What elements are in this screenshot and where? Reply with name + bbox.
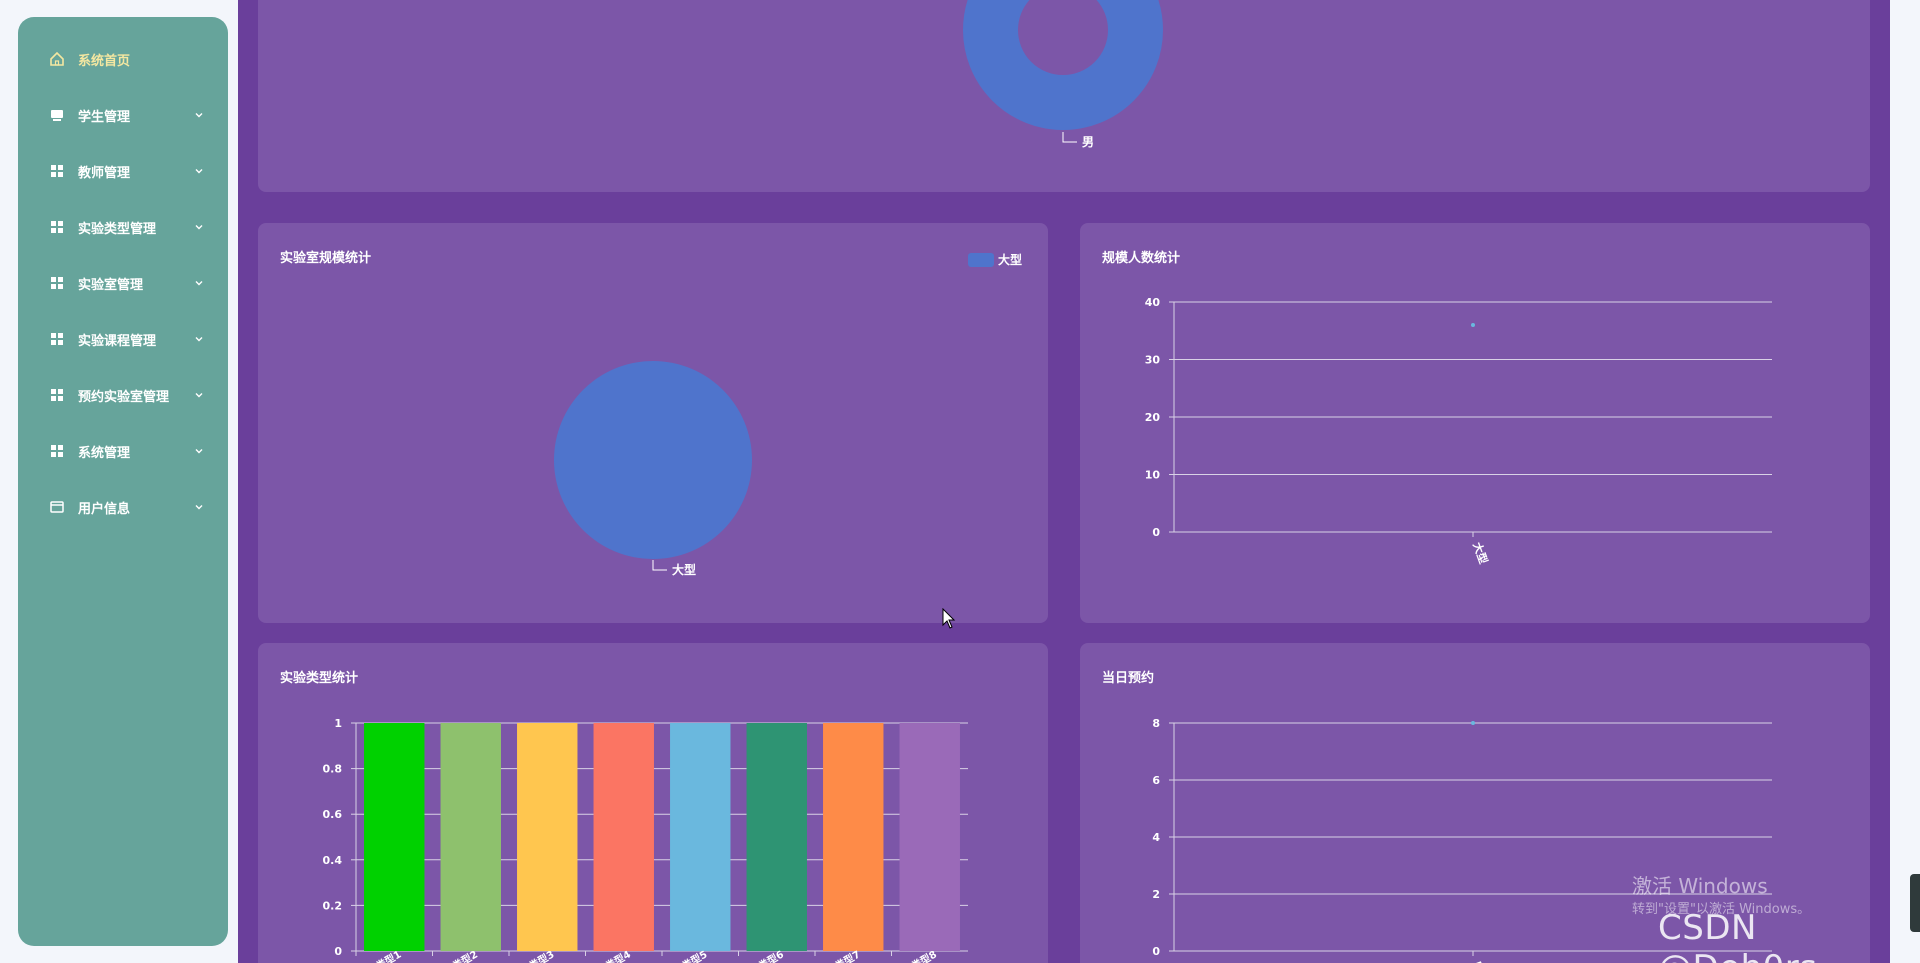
sidebar-item-7[interactable]: 系统管理 <box>18 423 228 479</box>
scale-people-title: 规模人数统计 <box>1102 251 1181 266</box>
ytick-label-30: 30 <box>1145 354 1161 367</box>
monitor-icon <box>48 106 66 124</box>
xtick-label-0: 大型 <box>1470 540 1491 565</box>
chevron-down-icon[interactable] <box>192 220 206 234</box>
chevron-down-icon[interactable] <box>192 276 206 290</box>
sidebar-item-1[interactable]: 学生管理 <box>18 87 228 143</box>
sidebar-item-label: 实验室管理 <box>78 277 144 293</box>
scrollbar-handle[interactable] <box>1910 874 1920 932</box>
bar-4 <box>670 723 731 951</box>
grid-icon <box>48 442 66 460</box>
slice-label-line <box>1062 132 1077 143</box>
experiment-type-card: 实验类型统计 0 0.2 0.4 0.6 0.8 1 类型1 类型2 类型3 类型4 类型5 类型6 类… <box>258 643 1048 963</box>
sidebar-item-2[interactable]: 教师管理 <box>18 143 228 199</box>
ytick-label-20: 20 <box>1145 411 1161 424</box>
chevron-down-icon[interactable] <box>192 164 206 178</box>
grid-icon <box>48 218 66 236</box>
sidebar-item-label: 实验课程管理 <box>78 333 157 349</box>
data-point-0 <box>1471 323 1475 327</box>
bar-2 <box>517 723 578 951</box>
ytick-label-0.2: 0.2 <box>323 899 343 912</box>
sidebar-item-label: 预约实验室管理 <box>78 389 170 405</box>
today-reservations-card: 当日预约 0 2 4 6 8 D <box>1080 643 1870 963</box>
xtick-label-0: D <box>1470 960 1485 963</box>
chevron-down-icon[interactable] <box>192 444 206 458</box>
gender-donut-chart: 男 <box>963 0 1163 149</box>
windows-activation-subtitle: 转到"设置"以激活 Windows。 <box>1632 902 1811 917</box>
sidebar-item-0[interactable]: 系统首页 <box>18 31 228 87</box>
dashboard-main: 男 实验室规模统计 大型 大型 规模人数统计 0 10 20 30 40 大型 实验类型统计… <box>238 0 1890 963</box>
data-point-0 <box>1471 721 1475 725</box>
sidebar-item-label: 教师管理 <box>78 165 131 181</box>
sidebar-item-5[interactable]: 实验课程管理 <box>18 311 228 367</box>
gender-chart-card: 男 <box>258 0 1870 192</box>
ytick-label-40: 40 <box>1145 296 1161 309</box>
home-icon <box>48 50 66 68</box>
ytick-label-0: 0 <box>1152 526 1160 539</box>
sidebar-item-6[interactable]: 预约实验室管理 <box>18 367 228 423</box>
sidebar-item-label: 系统管理 <box>78 445 131 461</box>
ytick-label-10: 10 <box>1145 469 1161 482</box>
slice-label-large: 大型 <box>672 562 696 577</box>
windows-activation-title: 激活 Windows <box>1632 874 1768 898</box>
mouse-cursor-icon <box>942 608 956 629</box>
lab-scale-card: 实验室规模统计 大型 大型 <box>258 223 1048 623</box>
sidebar-menu: 系统首页学生管理教师管理实验类型管理 实验室管理实验课程管理 预约实验室管理 系统管理… <box>18 17 228 946</box>
bar-5 <box>746 723 807 951</box>
chevron-down-icon[interactable] <box>192 332 206 346</box>
today-reservations-line-chart: 0 2 4 6 8 D <box>1152 717 1772 963</box>
grid-icon <box>48 386 66 404</box>
sidebar-item-label: 实验类型管理 <box>78 221 157 237</box>
donut-slice-男 <box>963 0 1163 130</box>
ytick-label-0.4: 0.4 <box>323 854 343 867</box>
chevron-down-icon[interactable] <box>192 388 206 402</box>
bar-0 <box>364 723 425 951</box>
slice-label-male: 男 <box>1082 135 1094 149</box>
sidebar-item-label: 学生管理 <box>78 109 131 125</box>
grid-icon <box>48 162 66 180</box>
sidebar-item-4[interactable]: 实验室管理 <box>18 255 228 311</box>
scale-people-card: 规模人数统计 0 10 20 30 40 大型 <box>1080 223 1870 623</box>
sidebar-item-3[interactable]: 实验类型管理 <box>18 199 228 255</box>
legend-label-large: 大型 <box>998 252 1022 267</box>
sidebar-item-label: 系统首页 <box>78 53 131 69</box>
legend-swatch-large <box>968 253 994 267</box>
sidebar-item-8[interactable]: 用户信息 <box>18 479 228 535</box>
bar-3 <box>593 723 654 951</box>
grid-icon <box>48 330 66 348</box>
grid-icon <box>48 274 66 292</box>
chevron-down-icon[interactable] <box>192 108 206 122</box>
scale-people-line-chart: 0 10 20 30 40 大型 <box>1145 296 1772 566</box>
ytick-label-0: 0 <box>1152 945 1160 958</box>
ytick-label-4: 4 <box>1152 831 1160 844</box>
ytick-label-8: 8 <box>1152 717 1160 730</box>
ytick-label-0: 0 <box>334 945 342 958</box>
ytick-label-0.8: 0.8 <box>323 763 343 776</box>
bar-6 <box>823 723 884 951</box>
ytick-label-0.6: 0.6 <box>323 808 343 821</box>
ytick-label-2: 2 <box>1152 888 1160 901</box>
today-reservations-title: 当日预约 <box>1102 671 1155 686</box>
sidebar-item-label: 用户信息 <box>78 501 131 517</box>
lab-scale-title: 实验室规模统计 <box>280 251 372 266</box>
card-icon <box>48 498 66 516</box>
bar-7 <box>899 723 960 951</box>
ytick-label-6: 6 <box>1152 774 1160 787</box>
pie-slice-大型 <box>554 361 752 559</box>
csdn-credit-watermark: CSDN @Deh0rs <box>1658 908 1817 963</box>
bar-1 <box>440 723 501 951</box>
chevron-down-icon[interactable] <box>192 500 206 514</box>
experiment-type-title: 实验类型统计 <box>280 671 359 686</box>
ytick-label-1: 1 <box>334 717 342 730</box>
slice-label-line <box>652 560 667 571</box>
